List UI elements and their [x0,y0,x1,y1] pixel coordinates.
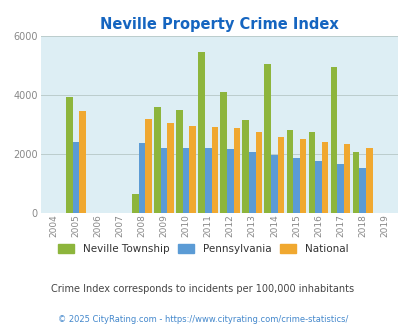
Text: © 2025 CityRating.com - https://www.cityrating.com/crime-statistics/: © 2025 CityRating.com - https://www.city… [58,315,347,324]
Bar [365,148,372,213]
Bar [292,158,299,213]
Bar [277,137,284,213]
Bar [145,119,151,213]
Bar [233,127,240,213]
Bar [308,132,314,213]
Bar [264,64,271,213]
Bar [72,142,79,213]
Bar [198,52,205,213]
Bar [160,148,167,213]
Bar [154,107,160,213]
Bar [330,67,337,213]
Text: Crime Index corresponds to incidents per 100,000 inhabitants: Crime Index corresponds to incidents per… [51,284,354,294]
Bar [182,148,189,213]
Bar [79,111,85,213]
Bar [211,127,217,213]
Bar [66,97,72,213]
Bar [352,152,358,213]
Bar [314,161,321,213]
Bar [176,111,182,213]
Title: Neville Property Crime Index: Neville Property Crime Index [100,17,338,32]
Bar [139,143,145,213]
Bar [255,132,262,213]
Bar [132,194,139,213]
Bar [286,130,292,213]
Bar [205,148,211,213]
Bar [299,139,306,213]
Legend: Neville Township, Pennsylvania, National: Neville Township, Pennsylvania, National [58,244,347,254]
Bar [358,168,365,213]
Bar [167,123,174,213]
Bar [271,155,277,213]
Bar [189,126,196,213]
Bar [242,120,248,213]
Bar [220,92,226,213]
Bar [248,152,255,213]
Bar [337,164,343,213]
Bar [343,144,350,213]
Bar [226,149,233,213]
Bar [321,142,328,213]
